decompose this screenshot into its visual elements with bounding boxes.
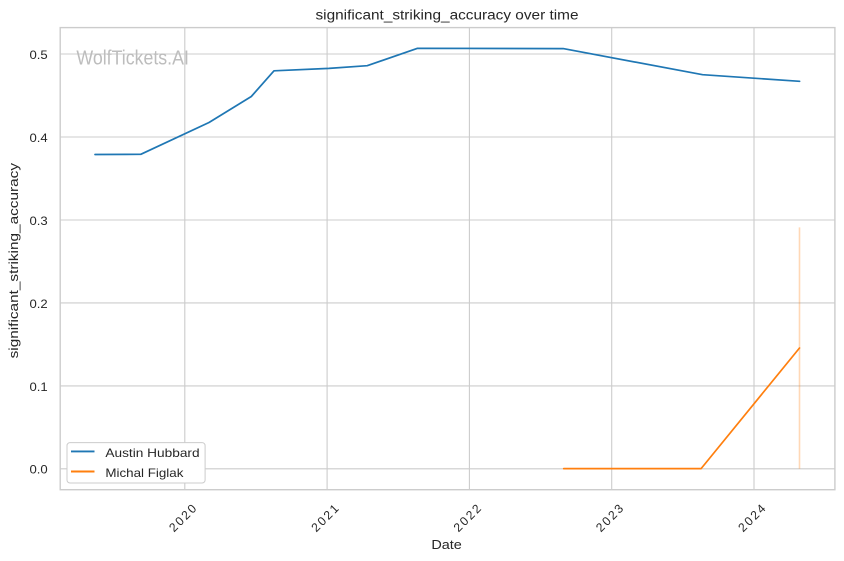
svg-text:Michal Figlak: Michal Figlak <box>105 466 184 480</box>
svg-text:Date: Date <box>431 537 462 552</box>
svg-text:significant_striking_accuracy: significant_striking_accuracy over time <box>316 8 579 23</box>
svg-text:WolfTickets.AI: WolfTickets.AI <box>76 47 188 70</box>
svg-text:0.2: 0.2 <box>30 297 48 311</box>
svg-text:0.3: 0.3 <box>30 214 48 228</box>
svg-text:0.5: 0.5 <box>30 48 48 62</box>
svg-text:significant_striking_accuracy: significant_striking_accuracy <box>6 163 21 359</box>
svg-text:0.0: 0.0 <box>30 463 48 477</box>
svg-text:0.1: 0.1 <box>30 380 48 394</box>
svg-text:0.4: 0.4 <box>30 131 48 145</box>
svg-text:Austin Hubbard: Austin Hubbard <box>105 446 199 460</box>
